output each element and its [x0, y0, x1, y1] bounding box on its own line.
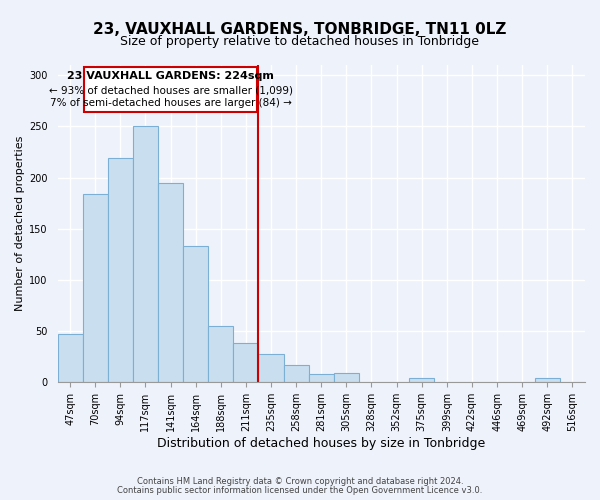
Bar — [535, 378, 560, 382]
Text: 23 VAUXHALL GARDENS: 224sqm: 23 VAUXHALL GARDENS: 224sqm — [67, 71, 274, 81]
FancyBboxPatch shape — [84, 67, 257, 112]
Text: ← 93% of detached houses are smaller (1,099): ← 93% of detached houses are smaller (1,… — [49, 86, 293, 96]
Bar — [334, 373, 359, 382]
Text: 7% of semi-detached houses are larger (84) →: 7% of semi-detached houses are larger (8… — [50, 98, 292, 108]
X-axis label: Distribution of detached houses by size in Tonbridge: Distribution of detached houses by size … — [157, 437, 485, 450]
Bar — [183, 246, 208, 382]
Text: 23, VAUXHALL GARDENS, TONBRIDGE, TN11 0LZ: 23, VAUXHALL GARDENS, TONBRIDGE, TN11 0L… — [94, 22, 506, 38]
Text: Contains public sector information licensed under the Open Government Licence v3: Contains public sector information licen… — [118, 486, 482, 495]
Bar — [108, 158, 133, 382]
Bar — [83, 194, 108, 382]
Bar — [308, 374, 334, 382]
Y-axis label: Number of detached properties: Number of detached properties — [15, 136, 25, 312]
Bar — [208, 326, 233, 382]
Bar — [259, 354, 284, 382]
Bar — [58, 334, 83, 382]
Bar — [133, 126, 158, 382]
Text: Size of property relative to detached houses in Tonbridge: Size of property relative to detached ho… — [121, 35, 479, 48]
Text: Contains HM Land Registry data © Crown copyright and database right 2024.: Contains HM Land Registry data © Crown c… — [137, 477, 463, 486]
Bar — [284, 365, 308, 382]
Bar — [233, 344, 259, 382]
Bar — [409, 378, 434, 382]
Bar — [158, 182, 183, 382]
